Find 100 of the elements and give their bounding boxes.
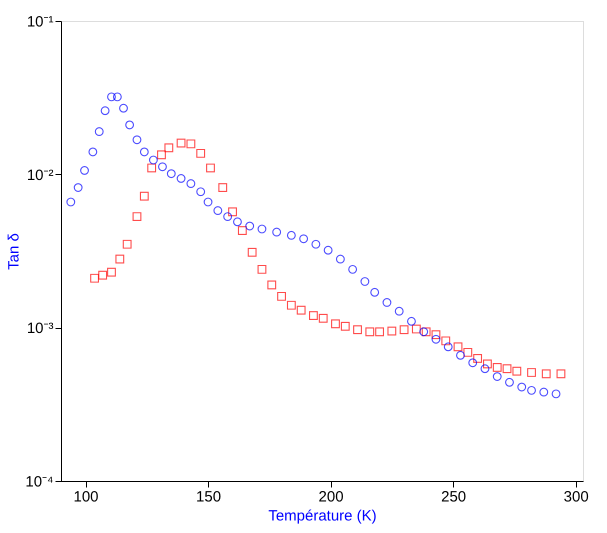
point [158,162,167,172]
point [492,372,502,381]
point [98,270,108,280]
point [340,322,350,331]
point [407,316,416,326]
point [444,342,453,352]
y-tick-label: 10⁻² [26,166,54,184]
point [258,264,266,274]
point [125,120,134,130]
point [556,369,566,378]
point [539,388,548,397]
point [412,324,421,334]
point [318,314,328,323]
point [311,240,320,249]
point [492,363,502,372]
point [463,348,472,357]
point [94,127,104,136]
point [186,179,196,188]
point [370,288,380,297]
point [206,164,215,172]
point [223,212,232,222]
point [336,254,345,264]
y-tick-label: 10⁻¹ [26,14,54,30]
point [552,389,560,398]
point [119,104,128,113]
point [387,326,396,336]
point [107,268,116,277]
point [147,164,156,172]
point [480,364,490,374]
point [148,156,158,164]
point [432,330,440,340]
point [80,166,89,175]
point [132,212,142,222]
x-tick-label: 300 [564,488,589,506]
point [483,360,492,368]
point [360,277,370,286]
point [74,183,83,192]
point [196,148,206,158]
point [296,306,306,315]
point [115,254,124,264]
point [248,248,257,257]
point [456,350,465,360]
point [166,169,176,178]
point [419,327,428,336]
y-tick-label: 10⁻³ [26,320,54,338]
y-tick-label: 10⁻⁴ [25,474,54,490]
point [502,364,512,374]
point [277,292,286,301]
point [258,224,266,234]
point [309,311,318,320]
x-axis-title: Température (K) [268,508,377,524]
point [542,369,551,378]
point [365,327,374,336]
x-tick-label: 100 [73,488,99,506]
x-tick-label: 250 [441,488,466,506]
point [432,334,440,344]
point [100,106,110,116]
point [272,228,282,237]
point [213,206,222,216]
point [527,386,536,395]
point [473,354,482,363]
point [245,222,254,230]
point [107,92,116,102]
point [140,192,149,201]
point [512,366,522,376]
point [176,138,186,148]
point [112,92,122,102]
point [517,382,526,392]
point [382,298,392,307]
x-tick-label: 150 [196,488,222,506]
point [375,327,384,336]
point [218,183,228,192]
point [228,207,237,216]
point [527,368,536,377]
point [90,274,99,283]
point [176,174,186,183]
point [66,198,76,206]
point [422,327,431,336]
point [468,358,478,368]
x-tick-label: 200 [318,488,344,506]
point [186,139,196,148]
point [505,378,514,387]
point [140,148,149,156]
point [299,234,308,244]
point [286,300,296,310]
point [196,187,206,196]
point [122,240,132,249]
point [454,342,462,352]
point [348,264,358,274]
y-axis-title: Tan δ [5,233,22,270]
point [400,325,409,334]
point [286,230,296,240]
point [204,198,212,206]
point [88,148,98,156]
point [324,246,333,255]
point [353,325,362,334]
point [267,280,276,290]
point [132,135,142,144]
point [441,336,450,346]
point [164,143,174,152]
